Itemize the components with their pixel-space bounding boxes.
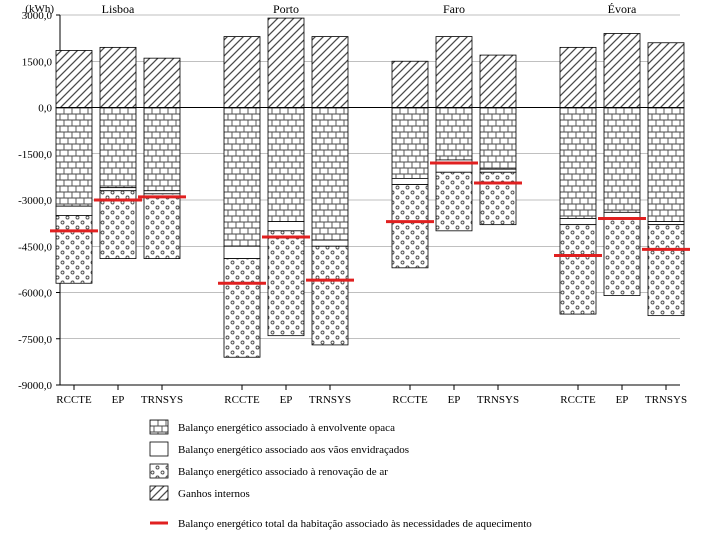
legend: Balanço energético associado à envolvent… <box>150 420 532 530</box>
bar-seg-opaca <box>312 108 348 241</box>
bar-seg-ganhos <box>648 43 684 108</box>
bar-seg-ganhos <box>312 37 348 108</box>
bar-seg-ar <box>56 215 92 283</box>
bar-seg-ar <box>560 225 596 314</box>
bar-seg-vaos <box>312 240 348 246</box>
legend-label: Ganhos internos <box>178 488 250 500</box>
y-tick-label: -1500,0 <box>18 149 52 161</box>
bar-seg-ar <box>392 185 428 268</box>
bar-seg-vaos <box>56 206 92 215</box>
bar-seg-vaos <box>480 169 516 172</box>
x-tick-label: EP <box>616 394 629 406</box>
x-tick-label: RCCTE <box>392 394 428 406</box>
x-tick-label: TRNSYS <box>477 394 519 406</box>
bar-seg-vaos <box>648 222 684 225</box>
x-tick-label: TRNSYS <box>645 394 687 406</box>
bar-seg-vaos <box>392 178 428 184</box>
bar-seg-ar <box>436 172 472 231</box>
x-tick-label: RCCTE <box>224 394 260 406</box>
y-axis-title: (kWh) <box>25 3 54 15</box>
x-tick-label: TRNSYS <box>141 394 183 406</box>
city-label: Lisboa <box>102 2 135 16</box>
legend-swatch-opaca <box>150 420 168 434</box>
x-tick-label: EP <box>280 394 293 406</box>
bar-seg-ar <box>604 219 640 296</box>
y-tick-label: -7500,0 <box>18 334 52 346</box>
city-label: Faro <box>443 2 465 16</box>
x-tick-label: TRNSYS <box>309 394 351 406</box>
bar-seg-ganhos <box>604 34 640 108</box>
legend-label: Balanço energético associado à renovação… <box>178 466 388 478</box>
legend-swatch-vaos <box>150 442 168 456</box>
city-label: Porto <box>273 2 299 16</box>
y-tick-label: -9000,0 <box>18 380 52 392</box>
legend-swatch-ganhos <box>150 486 168 500</box>
bar-seg-ganhos <box>268 18 304 107</box>
bar-seg-ganhos <box>560 47 596 107</box>
bar-seg-opaca <box>144 108 180 191</box>
x-tick-label: RCCTE <box>560 394 596 406</box>
y-tick-label: -6000,0 <box>18 288 52 300</box>
bar-seg-ganhos <box>224 37 260 108</box>
x-tick-label: EP <box>448 394 461 406</box>
bar-seg-ganhos <box>100 47 136 107</box>
x-tick-label: EP <box>112 394 125 406</box>
bar-seg-ganhos <box>144 58 180 107</box>
bar-seg-ar <box>268 231 304 336</box>
y-tick-label: -3000,0 <box>18 195 52 207</box>
bar-seg-ganhos <box>480 55 516 107</box>
bar-seg-ganhos <box>392 61 428 107</box>
bar-seg-opaca <box>268 108 304 222</box>
legend-balance-label: Balanço energético total da habitação as… <box>178 518 532 530</box>
legend-label: Balanço energético associado à envolvent… <box>178 422 395 434</box>
bar-seg-ar <box>144 194 180 259</box>
bar-seg-opaca <box>436 108 472 160</box>
y-tick-label: -4500,0 <box>18 241 52 253</box>
bar-seg-opaca <box>224 108 260 247</box>
bar-seg-ar <box>224 259 260 358</box>
bar-seg-opaca <box>560 108 596 219</box>
bar-seg-opaca <box>604 108 640 213</box>
legend-label: Balanço energético associado aos vãos en… <box>178 444 409 456</box>
x-tick-label: RCCTE <box>56 394 92 406</box>
bar-seg-opaca <box>648 108 684 222</box>
bar-seg-opaca <box>480 108 516 170</box>
y-tick-label: 1500,0 <box>22 56 53 68</box>
y-tick-label: 0,0 <box>38 103 52 115</box>
bar-seg-ar <box>648 225 684 316</box>
bar-seg-vaos <box>144 191 180 194</box>
bar-seg-ar <box>312 246 348 345</box>
bar-seg-vaos <box>268 222 304 231</box>
bar-seg-opaca <box>392 108 428 179</box>
legend-swatch-ar <box>150 464 168 478</box>
bar-seg-ar <box>480 172 516 224</box>
bar-seg-ganhos <box>436 37 472 108</box>
city-label: Évora <box>608 2 637 16</box>
bar-seg-vaos <box>100 188 136 191</box>
bar-seg-vaos <box>224 246 260 258</box>
energy-balance-chart: -9000,0 -7500,0 -6000,0 -4500,0 -3000,0 -1500… <box>0 0 705 558</box>
bar-seg-ganhos <box>56 50 92 107</box>
bar-seg-vaos <box>560 219 596 225</box>
bar-seg-opaca <box>100 108 136 188</box>
bar-seg-opaca <box>56 108 92 207</box>
